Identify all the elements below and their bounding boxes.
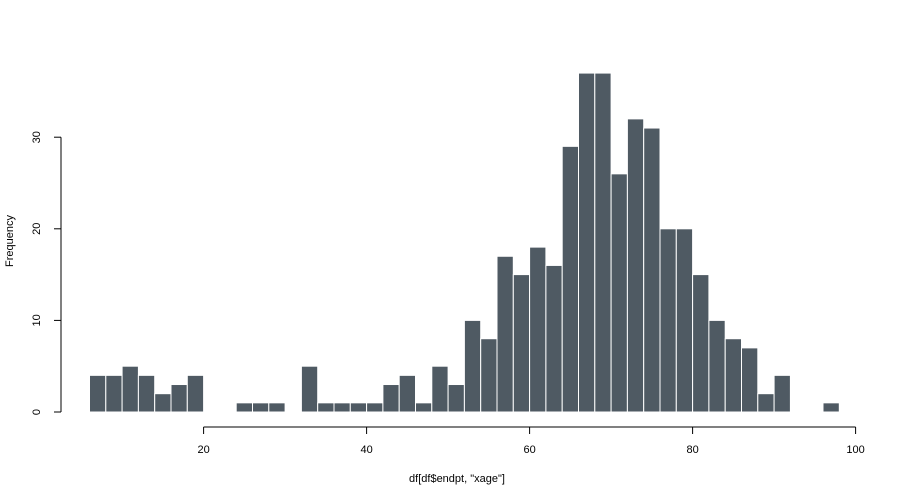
x-tick-label: 40 [360,444,372,456]
histogram-bar [463,319,482,413]
histogram-bar [235,402,253,413]
histogram-bars [89,72,840,413]
histogram-bar [447,384,465,413]
x-tick-label: 100 [846,444,864,456]
histogram-bar [692,274,710,413]
histogram-bar [545,264,563,413]
histogram-bar [594,72,612,413]
histogram-bar [659,228,677,413]
histogram-bar [578,72,596,413]
x-axis-label: df[df$endpt, "xage"] [409,473,505,485]
histogram-bar [773,374,791,413]
y-tick-label: 10 [31,314,43,326]
histogram-bar [154,393,172,413]
histogram-bar [415,402,433,413]
histogram-bar [675,228,694,413]
histogram-bar [822,402,840,413]
histogram-bar [89,374,107,413]
x-axis: 20 40 60 80 100 [197,426,865,456]
histogram-bar [643,127,661,413]
histogram-bar [121,365,139,413]
histogram-bar [268,402,286,413]
histogram-bar [529,246,547,413]
y-axis-label: Frequency [4,215,16,267]
histogram-bar [724,338,743,413]
y-tick-label: 30 [31,131,43,143]
y-axis: 0 10 20 30 [31,131,62,415]
histogram-bar [317,402,335,413]
histogram-bar [366,402,384,413]
histogram-bar [757,393,775,413]
histogram-bar [300,365,319,413]
histogram-bar [496,255,514,413]
histogram-bar [186,374,205,413]
x-tick-label: 80 [686,444,698,456]
histogram-bar [431,365,449,413]
histogram-bar [137,374,156,413]
y-tick-label: 0 [31,409,43,415]
histogram-bar [252,402,270,413]
histogram-bar [741,347,759,413]
x-tick-label: 20 [197,444,209,456]
histogram-bar [105,374,123,413]
histogram-bar [170,384,188,413]
x-tick-label: 60 [523,444,535,456]
histogram-bar [480,338,498,413]
histogram-bar [561,145,580,413]
histogram-bar [512,274,531,413]
histogram-bar [382,384,400,413]
histogram-bar [626,118,645,413]
y-tick-label: 20 [31,223,43,235]
histogram-bar [349,402,368,413]
histogram-bar [398,374,417,413]
histogram-bar [333,402,351,413]
histogram-bar [708,319,726,413]
histogram-bar [610,173,628,413]
